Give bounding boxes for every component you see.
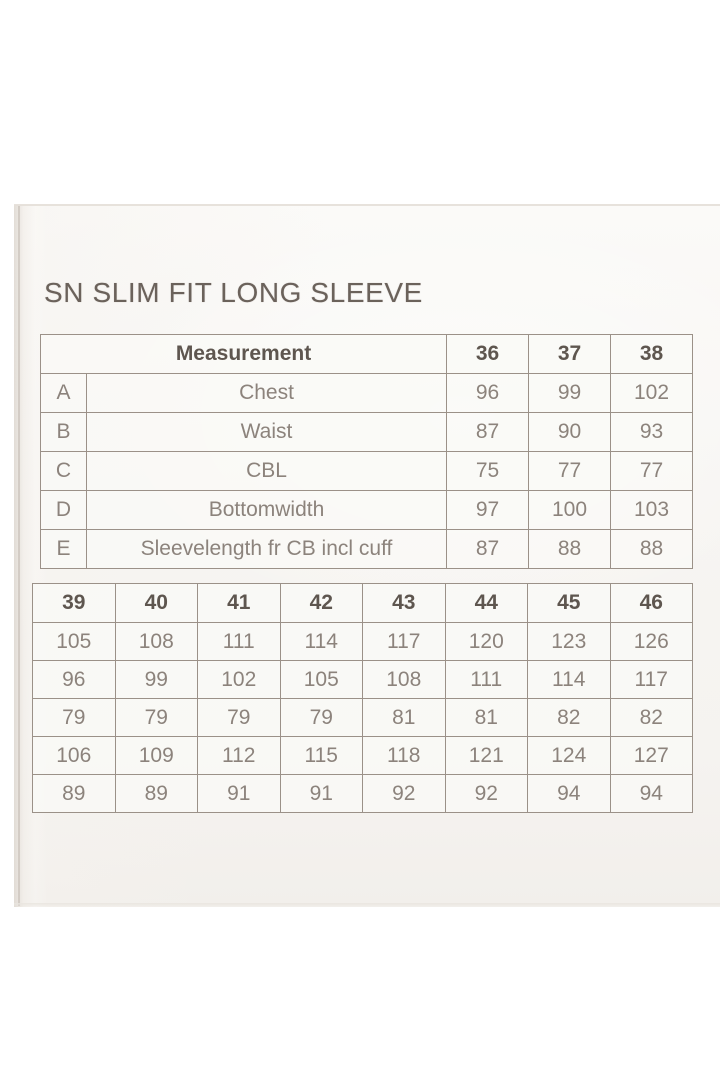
cell-value: 91 — [279, 774, 363, 813]
cell-value: 108 — [114, 622, 198, 661]
cell-value: 99 — [114, 660, 198, 699]
table-row: 105 108 111 114 117 120 123 126 — [32, 622, 693, 661]
cell-value: 81 — [362, 698, 446, 737]
cell-value: 92 — [362, 774, 446, 813]
cell-value: 117 — [609, 660, 693, 699]
cell-value: 87 — [446, 412, 530, 452]
size-header: 42 — [279, 583, 363, 623]
row-code: D — [40, 490, 87, 530]
cell-value: 111 — [444, 660, 528, 699]
cell-value: 89 — [32, 774, 116, 813]
cell-value: 92 — [444, 774, 528, 813]
cell-value: 79 — [279, 698, 363, 737]
size-table-secondary: 39 40 41 42 43 44 45 46 105 108 111 114 … — [32, 583, 693, 813]
cell-value: 88 — [610, 529, 694, 569]
cell-value: 82 — [609, 698, 693, 737]
table-header-row: 39 40 41 42 43 44 45 46 — [32, 583, 693, 623]
cell-value: 91 — [197, 774, 281, 813]
row-label: Chest — [85, 373, 448, 413]
size-header: 46 — [609, 583, 693, 623]
cell-value: 108 — [362, 660, 446, 699]
table-row: D Bottomwidth 97 100 103 — [40, 490, 694, 530]
cell-value: 94 — [527, 774, 611, 813]
cell-value: 114 — [527, 660, 611, 699]
table-row: 89 89 91 91 92 92 94 94 — [32, 774, 693, 813]
paper-fold-crease-line — [18, 206, 20, 906]
table-row: A Chest 96 99 102 — [40, 373, 694, 413]
row-code: E — [40, 529, 87, 569]
cell-value: 96 — [446, 373, 530, 413]
row-label: Bottomwidth — [85, 490, 448, 530]
cell-value: 105 — [32, 622, 116, 661]
cell-value: 112 — [197, 736, 281, 775]
size-header: 39 — [32, 583, 116, 623]
size-header: 40 — [114, 583, 198, 623]
size-header: 43 — [362, 583, 446, 623]
row-code: C — [40, 451, 87, 491]
size-header: 44 — [444, 583, 528, 623]
row-label: CBL — [85, 451, 448, 491]
cell-value: 111 — [197, 622, 281, 661]
cell-value: 109 — [114, 736, 198, 775]
cell-value: 89 — [114, 774, 198, 813]
table-header-row: Measurement 36 37 38 — [39, 334, 694, 374]
cell-value: 102 — [197, 660, 281, 699]
cell-value: 94 — [609, 774, 693, 813]
cell-value: 87 — [446, 529, 530, 569]
cell-value: 97 — [446, 490, 530, 530]
cell-value: 114 — [279, 622, 363, 661]
row-code: B — [40, 412, 87, 452]
size-header: 45 — [527, 583, 611, 623]
cell-value: 100 — [528, 490, 612, 530]
cell-value: 126 — [609, 622, 693, 661]
cell-value: 79 — [197, 698, 281, 737]
cell-value: 115 — [279, 736, 363, 775]
cell-value: 121 — [444, 736, 528, 775]
row-label: Waist — [85, 412, 448, 452]
cell-value: 123 — [527, 622, 611, 661]
cell-value: 77 — [610, 451, 694, 491]
cell-value: 124 — [527, 736, 611, 775]
cell-value: 120 — [444, 622, 528, 661]
size-header: 38 — [610, 334, 694, 374]
table-row: C CBL 75 77 77 — [40, 451, 694, 491]
row-label: Sleevelength fr CB incl cuff — [85, 529, 448, 569]
cell-value: 103 — [610, 490, 694, 530]
cell-value: 93 — [610, 412, 694, 452]
cell-value: 96 — [32, 660, 116, 699]
row-code: A — [40, 373, 87, 413]
table-row: E Sleevelength fr CB incl cuff 87 88 88 — [40, 529, 694, 569]
cell-value: 81 — [444, 698, 528, 737]
cell-value: 77 — [528, 451, 612, 491]
cell-value: 79 — [114, 698, 198, 737]
cell-value: 99 — [528, 373, 612, 413]
measurement-header: Measurement — [39, 334, 448, 374]
size-header: 36 — [446, 334, 530, 374]
cell-value: 117 — [362, 622, 446, 661]
size-table-primary: Measurement 36 37 38 A Chest 96 99 102 B… — [39, 334, 694, 569]
cell-value: 82 — [527, 698, 611, 737]
size-header: 41 — [197, 583, 281, 623]
cell-value: 118 — [362, 736, 446, 775]
table-row: 96 99 102 105 108 111 114 117 — [32, 660, 693, 699]
table-row: 79 79 79 79 81 81 82 82 — [32, 698, 693, 737]
table-row: 106 109 112 115 118 121 124 127 — [32, 736, 693, 775]
size-header: 37 — [528, 334, 612, 374]
cell-value: 75 — [446, 451, 530, 491]
cell-value: 127 — [609, 736, 693, 775]
cell-value: 105 — [279, 660, 363, 699]
page-title: SN SLIM FIT LONG SLEEVE — [44, 277, 423, 308]
cell-value: 79 — [32, 698, 116, 737]
cell-value: 102 — [610, 373, 694, 413]
cell-value: 88 — [528, 529, 612, 569]
table-row: B Waist 87 90 93 — [40, 412, 694, 452]
cell-value: 90 — [528, 412, 612, 452]
cell-value: 106 — [32, 736, 116, 775]
